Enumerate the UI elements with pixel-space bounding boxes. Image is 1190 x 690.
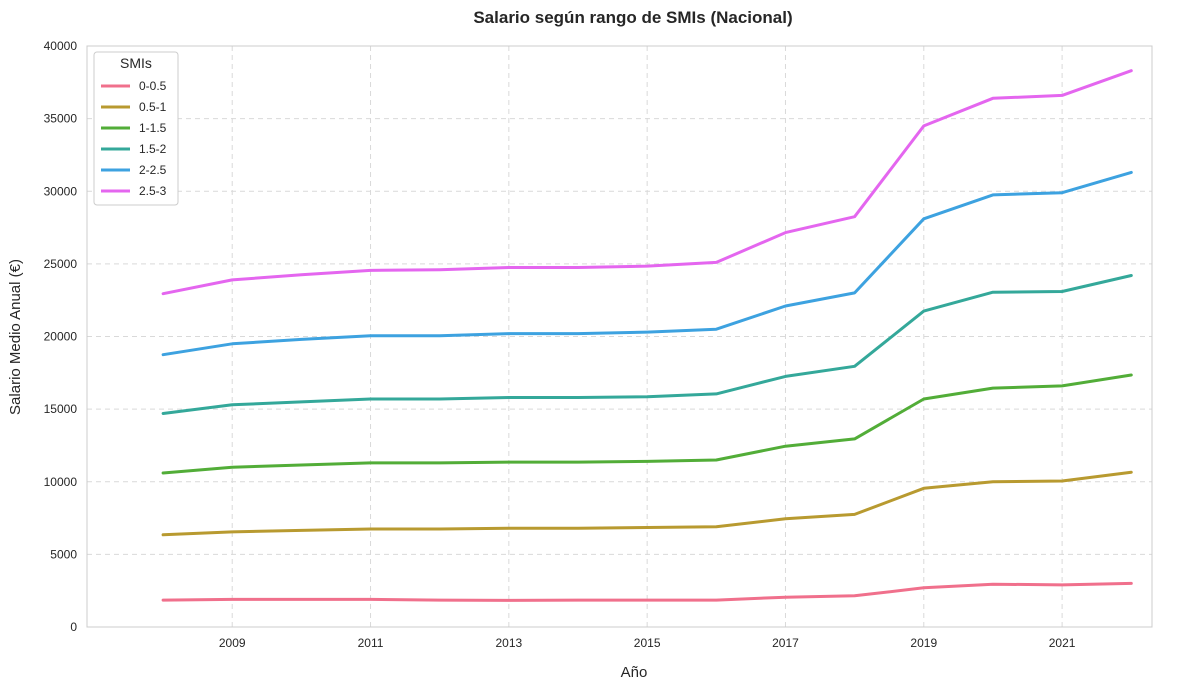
y-axis-label: Salario Medio Anual (€)	[7, 259, 24, 415]
x-tick-label: 2017	[772, 636, 799, 650]
chart-title: Salario según rango de SMIs (Nacional)	[473, 8, 792, 27]
x-axis-label: Año	[621, 664, 648, 681]
legend: SMIs 0-0.5 0.5-1 1-1.5 1.5-2 2-2.5 2.5-3	[93, 51, 179, 206]
legend-title: SMIs	[120, 55, 152, 71]
legend-label-0-0.5: 0-0.5	[139, 79, 167, 93]
legend-box	[93, 51, 179, 206]
plot-area-frame	[86, 45, 1153, 628]
y-tick-label: 20000	[44, 330, 78, 344]
series-line-0-0.5	[161, 581, 1133, 602]
legend-label-2.5-3: 2.5-3	[139, 184, 167, 198]
y-tick-label: 0	[70, 620, 77, 634]
x-tick-label: 2015	[634, 636, 661, 650]
y-tick-label: 35000	[44, 112, 78, 126]
legend-label-2-2.5: 2-2.5	[139, 163, 167, 177]
series-line-2-2.5	[161, 170, 1133, 357]
y-axis-ticks: 0 5000 10000 15000 20000 25000 30000 35000 40000	[44, 39, 78, 634]
legend-label-0.5-1: 0.5-1	[139, 100, 167, 114]
y-tick-label: 25000	[44, 257, 78, 271]
series-line-2.5-3	[161, 69, 1133, 296]
series-line-0.5-1	[161, 470, 1133, 537]
series-line-1-1.5	[161, 373, 1133, 475]
series-line-1.5-2	[161, 274, 1133, 415]
legend-label-1.5-2: 1.5-2	[139, 142, 167, 156]
y-tick-label: 40000	[44, 39, 78, 53]
x-tick-label: 2013	[495, 636, 522, 650]
grid	[87, 45, 1152, 628]
y-tick-label: 5000	[50, 547, 77, 561]
x-tick-label: 2021	[1049, 636, 1076, 650]
y-tick-label: 30000	[44, 184, 78, 198]
series-lines	[161, 69, 1133, 602]
y-tick-label: 15000	[44, 402, 78, 416]
legend-label-1-1.5: 1-1.5	[139, 121, 167, 135]
x-tick-label: 2011	[358, 636, 384, 650]
legend-items: 0-0.5 0.5-1 1-1.5 1.5-2 2-2.5 2.5-3	[101, 79, 167, 198]
x-axis-ticks: 2009 2011 2013 2015 2017 2019 2021	[219, 636, 1076, 650]
x-tick-label: 2009	[219, 636, 246, 650]
x-tick-label: 2019	[910, 636, 937, 650]
y-tick-label: 10000	[44, 475, 78, 489]
